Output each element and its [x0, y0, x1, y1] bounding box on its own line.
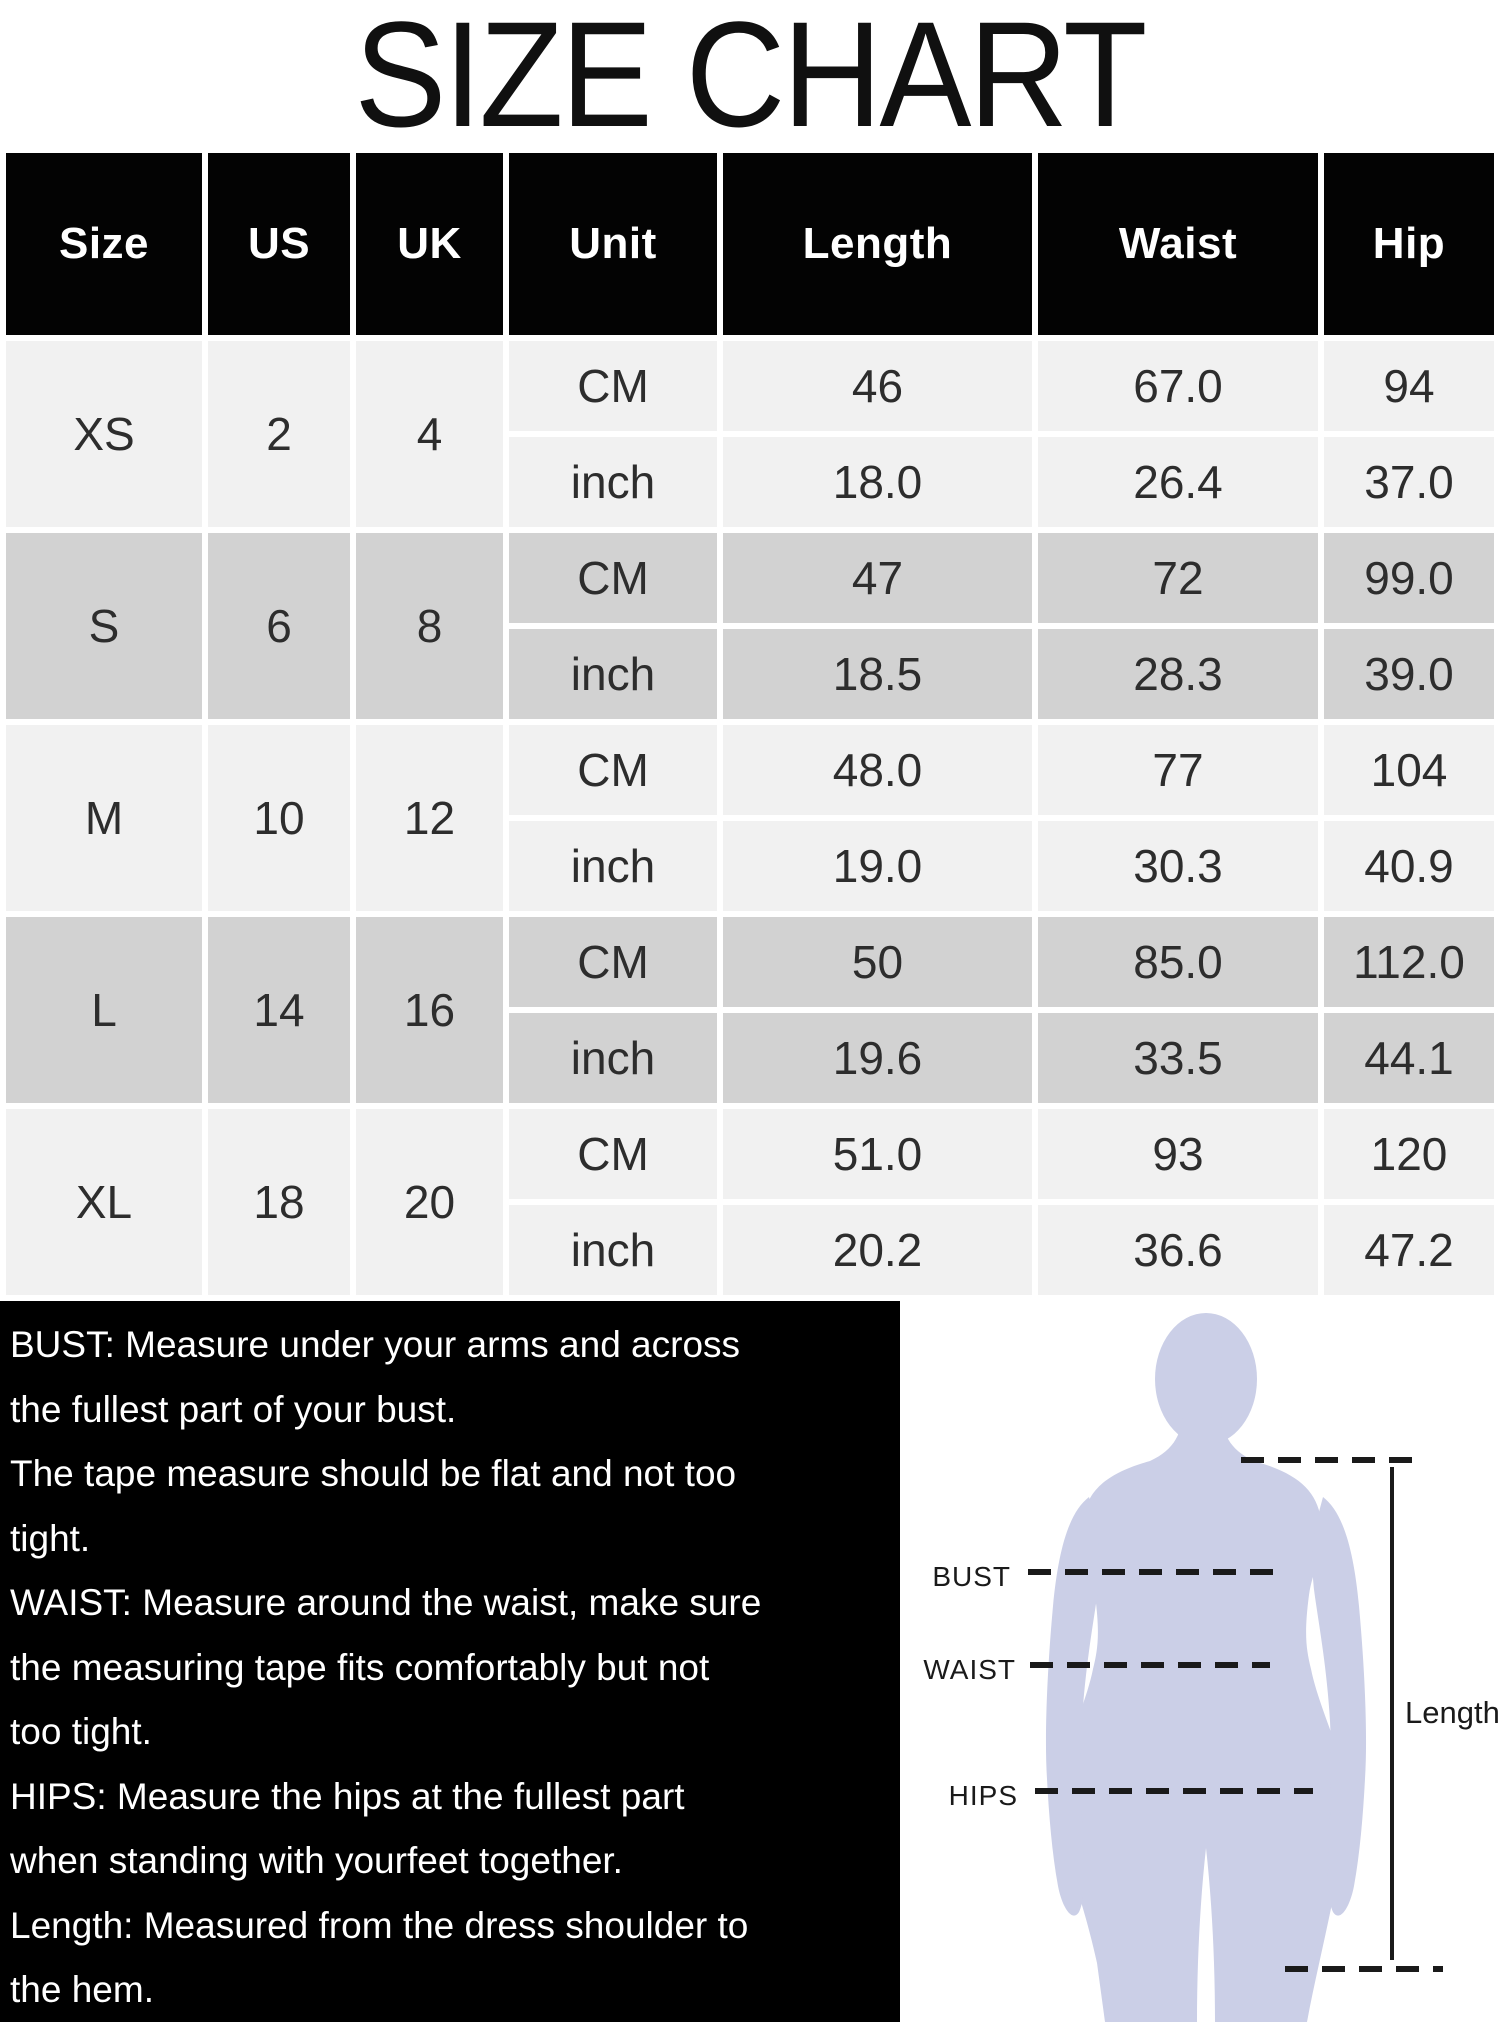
- column-header-hip: Hip: [1324, 153, 1494, 335]
- column-header-length: Length: [723, 153, 1032, 335]
- waist-value: 93: [1038, 1109, 1318, 1199]
- us-size: 2: [208, 341, 350, 527]
- instruction-line: BUST: Measure under your arms and across: [10, 1324, 741, 1365]
- column-header-waist: Waist: [1038, 153, 1318, 335]
- unit-label: inch: [509, 629, 717, 719]
- instruction-line: tight.: [10, 1517, 91, 1559]
- us-size: 18: [208, 1109, 350, 1295]
- waist-value: 72: [1038, 533, 1318, 623]
- unit-label: CM: [509, 533, 717, 623]
- measurement-lines: [1028, 1457, 1443, 1972]
- uk-size: 4: [356, 341, 503, 527]
- size-label: XL: [6, 1109, 202, 1295]
- length-value: 18.0: [723, 437, 1032, 527]
- length-value: 47: [723, 533, 1032, 623]
- waist-value: 28.3: [1038, 629, 1318, 719]
- us-size: 14: [208, 917, 350, 1103]
- column-header-unit: Unit: [509, 153, 717, 335]
- unit-label: inch: [509, 821, 717, 911]
- unit-label: CM: [509, 1109, 717, 1199]
- table-row: L 14 16 CM 50 85.0 112.0: [6, 917, 1494, 1103]
- measurement-diagram: BUST WAIST HIPS Length: [900, 1301, 1500, 2022]
- measurement-guide-section: BUST: Measure under your arms and across…: [0, 1301, 1500, 2022]
- unit-label: CM: [509, 341, 717, 431]
- length-value: 20.2: [723, 1205, 1032, 1295]
- unit-label: inch: [509, 1205, 717, 1295]
- length-value: 50: [723, 917, 1032, 1007]
- table-row: XS 2 4 CM 46 67.0 94: [6, 341, 1494, 527]
- waist-value: 36.6: [1038, 1205, 1318, 1295]
- table-row: inch 20.2 36.6 47.2: [6, 1205, 1494, 1295]
- hip-value: 40.9: [1324, 821, 1494, 911]
- instruction-line: the fullest part of your bust.: [10, 1388, 457, 1430]
- length-value: 19.6: [723, 1013, 1032, 1103]
- instruction-line: too tight.: [10, 1711, 152, 1752]
- us-size: 6: [208, 533, 350, 719]
- column-header-us: US: [208, 153, 350, 335]
- hip-value: 99.0: [1324, 533, 1494, 623]
- size-label: M: [6, 725, 202, 911]
- waist-value: 77: [1038, 725, 1318, 815]
- length-value: 51.0: [723, 1109, 1032, 1199]
- hip-value: 44.1: [1324, 1013, 1494, 1103]
- hip-value: 39.0: [1324, 629, 1494, 719]
- uk-size: 20: [356, 1109, 503, 1295]
- waist-value: 85.0: [1038, 917, 1318, 1007]
- instruction-line: The tape measure should be flat and not …: [10, 1453, 737, 1494]
- table-row: inch 19.6 33.5 44.1: [6, 1013, 1494, 1103]
- waist-label: WAIST: [923, 1654, 1016, 1685]
- hip-value: 94: [1324, 341, 1494, 431]
- us-size: 10: [208, 725, 350, 911]
- table-header-row: Size US UK Unit Length Waist Hip: [6, 153, 1494, 335]
- column-header-size: Size: [6, 153, 202, 335]
- instruction-line: the hem.: [10, 1969, 154, 2010]
- measuring-instructions-panel: BUST: Measure under your arms and across…: [0, 1301, 900, 2022]
- unit-label: CM: [509, 725, 717, 815]
- length-value: 18.5: [723, 629, 1032, 719]
- length-label: Length: [1405, 1695, 1500, 1730]
- size-label: S: [6, 533, 202, 719]
- body-silhouette-diagram: BUST WAIST HIPS Length: [923, 1313, 1500, 2022]
- unit-label: CM: [509, 917, 717, 1007]
- instruction-line: WAIST: Measure around the waist, make su…: [10, 1582, 762, 1623]
- hip-value: 104: [1324, 725, 1494, 815]
- hip-value: 120: [1324, 1109, 1494, 1199]
- size-label: XS: [6, 341, 202, 527]
- waist-value: 30.3: [1038, 821, 1318, 911]
- hip-value: 112.0: [1324, 917, 1494, 1007]
- instruction-line: the measuring tape fits comfortably but …: [10, 1646, 710, 1688]
- table-row: XL 18 20 CM 51.0 93 120: [6, 1109, 1494, 1295]
- column-header-uk: UK: [356, 153, 503, 335]
- waist-value: 67.0: [1038, 341, 1318, 431]
- table-row: inch 18.5 28.3 39.0: [6, 629, 1494, 719]
- page-header: SIZE CHART: [0, 0, 1500, 158]
- hips-label: HIPS: [949, 1780, 1018, 1811]
- uk-size: 8: [356, 533, 503, 719]
- waist-value: 26.4: [1038, 437, 1318, 527]
- bust-label: BUST: [932, 1561, 1011, 1592]
- hip-value: 37.0: [1324, 437, 1494, 527]
- uk-size: 12: [356, 725, 503, 911]
- waist-value: 33.5: [1038, 1013, 1318, 1103]
- length-value: 48.0: [723, 725, 1032, 815]
- page-title: SIZE CHART: [354, 0, 1148, 158]
- unit-label: inch: [509, 1013, 717, 1103]
- length-value: 46: [723, 341, 1032, 431]
- instruction-line: HIPS: Measure the hips at the fullest pa…: [10, 1775, 685, 1817]
- uk-size: 16: [356, 917, 503, 1103]
- hip-value: 47.2: [1324, 1205, 1494, 1295]
- unit-label: inch: [509, 437, 717, 527]
- length-value: 19.0: [723, 821, 1032, 911]
- table-row: inch 19.0 30.3 40.9: [6, 821, 1494, 911]
- size-chart-table: Size US UK Unit Length Waist Hip XS 2 4 …: [0, 147, 1500, 1301]
- measurement-labels: BUST WAIST HIPS Length: [923, 1561, 1499, 1811]
- instruction-line: Length: Measured from the dress shoulder…: [10, 1904, 749, 1946]
- table-row: M 10 12 CM 48.0 77 104: [6, 725, 1494, 911]
- size-label: L: [6, 917, 202, 1103]
- table-row: inch 18.0 26.4 37.0: [6, 437, 1494, 527]
- instruction-line: when standing with yourfeet together.: [10, 1840, 623, 1881]
- female-body-silhouette: [1045, 1313, 1367, 2022]
- table-row: S 6 8 CM 47 72 99.0: [6, 533, 1494, 719]
